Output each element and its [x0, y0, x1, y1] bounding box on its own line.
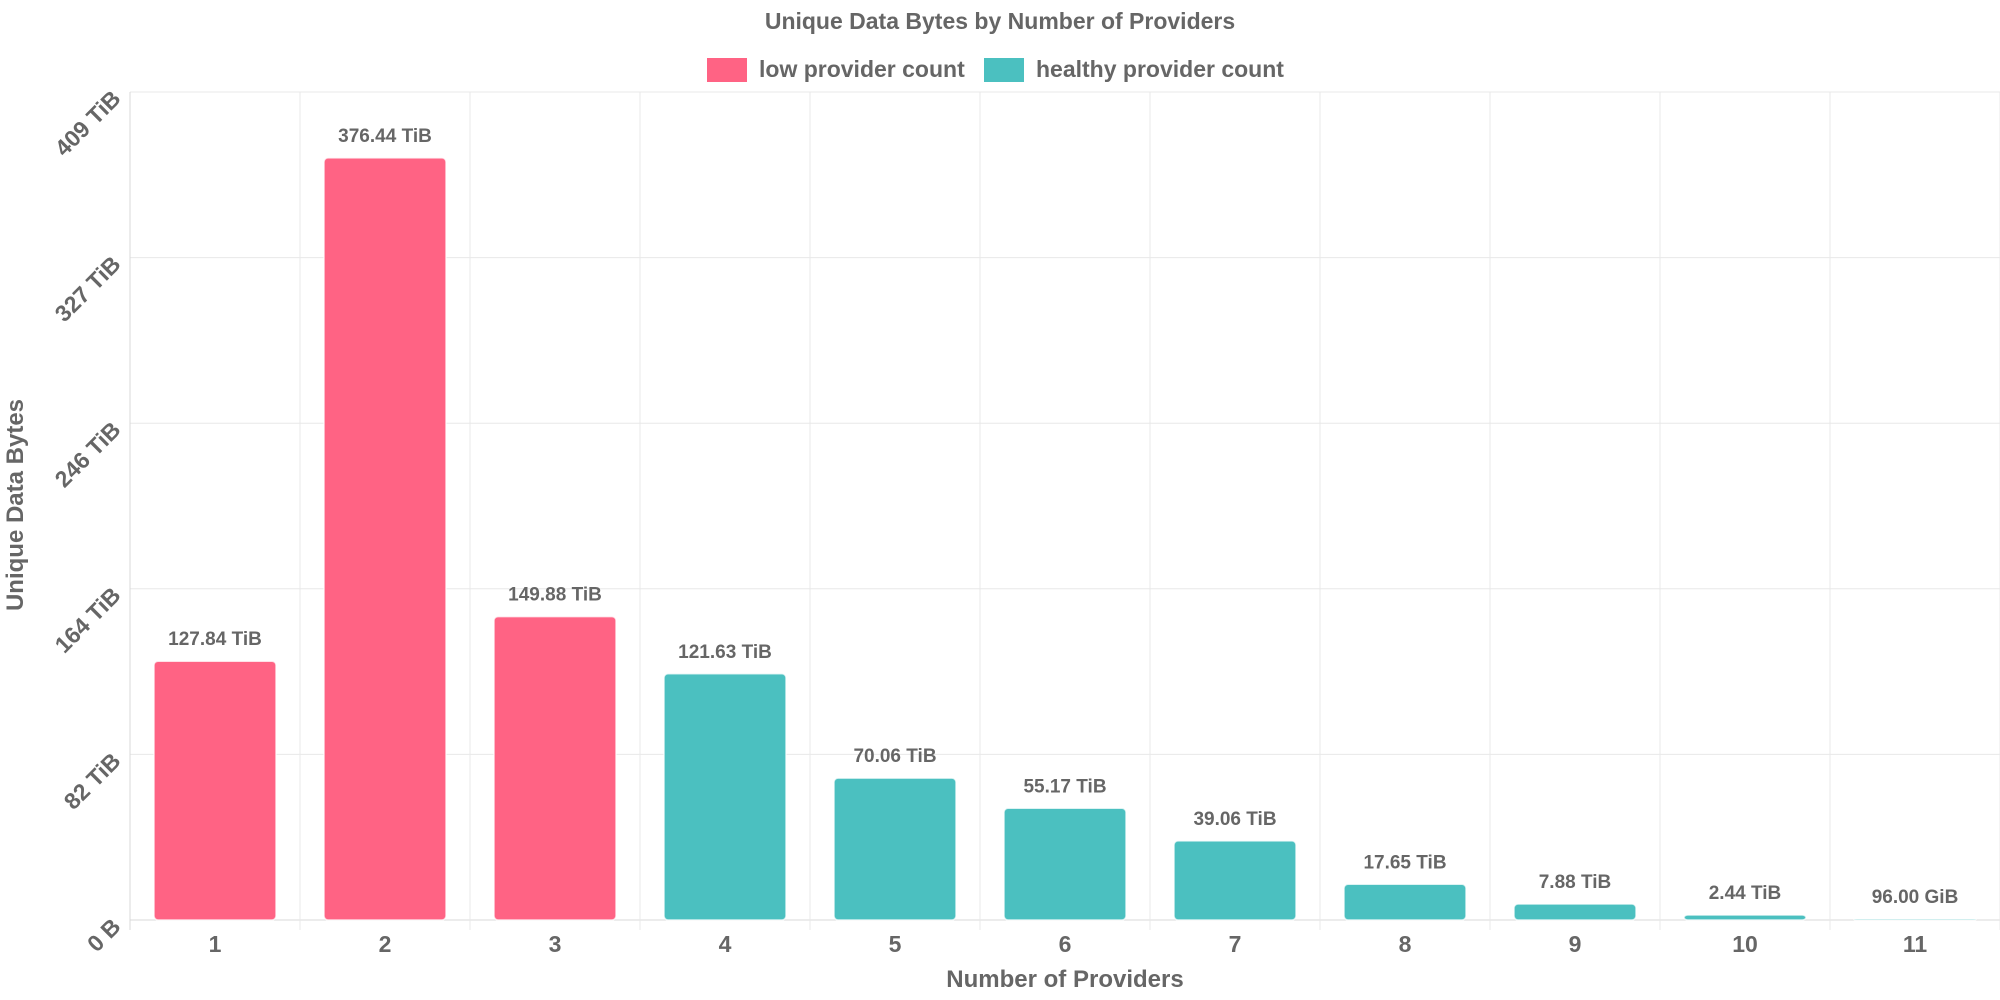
bar-4 [663, 673, 787, 921]
data-label-6: 55.17 TiB [1023, 776, 1106, 797]
legend: low provider count healthy provider count [707, 56, 1284, 82]
y-axis-ticks: 0 B 82 TiB 164 TiB 246 TiB 327 TiB 409 TiB [50, 85, 126, 957]
x-tick-label-7: 7 [1229, 931, 1242, 957]
data-label-1: 127.84 TiB [168, 629, 262, 650]
bars [153, 157, 1977, 921]
chart-title: Unique Data Bytes by Number of Providers [765, 8, 1235, 34]
x-tick-label-10: 10 [1732, 931, 1758, 957]
x-tick-label-6: 6 [1059, 931, 1072, 957]
legend-swatch-healthy [984, 58, 1024, 82]
bar-5 [833, 777, 957, 921]
y-axis-title: Unique Data Bytes [2, 399, 29, 611]
bar-10 [1683, 914, 1807, 921]
data-label-8: 17.65 TiB [1363, 852, 1446, 873]
x-tick-label-8: 8 [1399, 931, 1412, 957]
bar-6 [1003, 807, 1127, 921]
data-label-4: 121.63 TiB [678, 642, 772, 663]
bar-2 [323, 157, 447, 921]
x-tick-label-1: 1 [209, 931, 222, 957]
bar-8 [1343, 883, 1467, 921]
x-axis-ticks: 1 2 3 4 5 6 7 8 9 10 11 [209, 931, 1928, 957]
x-tick-label-5: 5 [889, 931, 902, 957]
data-label-5: 70.06 TiB [853, 746, 936, 767]
data-label-7: 39.06 TiB [1193, 809, 1276, 830]
data-label-10: 2.44 TiB [1709, 883, 1782, 904]
legend-swatch-low [707, 58, 747, 82]
bar-9 [1513, 903, 1637, 921]
data-label-11: 96.00 GiB [1872, 887, 1959, 908]
bar-7 [1173, 840, 1297, 921]
data-label-9: 7.88 TiB [1539, 872, 1612, 893]
y-tick-label: 409 TiB [50, 85, 126, 161]
y-tick-label: 246 TiB [50, 416, 126, 492]
data-label-3: 149.88 TiB [508, 585, 602, 606]
x-tick-label-4: 4 [719, 931, 732, 957]
bar-11 [1853, 918, 1977, 921]
data-labels: 127.84 TiB 376.44 TiB 149.88 TiB 121.63 TiB… [168, 126, 1958, 908]
bar-3 [493, 615, 617, 921]
y-tick-label: 164 TiB [50, 582, 126, 658]
y-tick-label: 82 TiB [59, 748, 126, 815]
bar-1 [153, 660, 277, 921]
y-tick-label: 327 TiB [50, 251, 126, 327]
x-tick-label-2: 2 [379, 931, 392, 957]
legend-label-healthy: healthy provider count [1036, 56, 1284, 82]
x-tick-label-9: 9 [1569, 931, 1582, 957]
x-tick-label-3: 3 [549, 931, 562, 957]
legend-label-low: low provider count [759, 56, 965, 82]
y-tick-label: 0 B [82, 913, 126, 957]
x-tick-label-11: 11 [1903, 931, 1928, 957]
data-label-2: 376.44 TiB [338, 126, 432, 147]
x-axis-title: Number of Providers [946, 966, 1183, 993]
